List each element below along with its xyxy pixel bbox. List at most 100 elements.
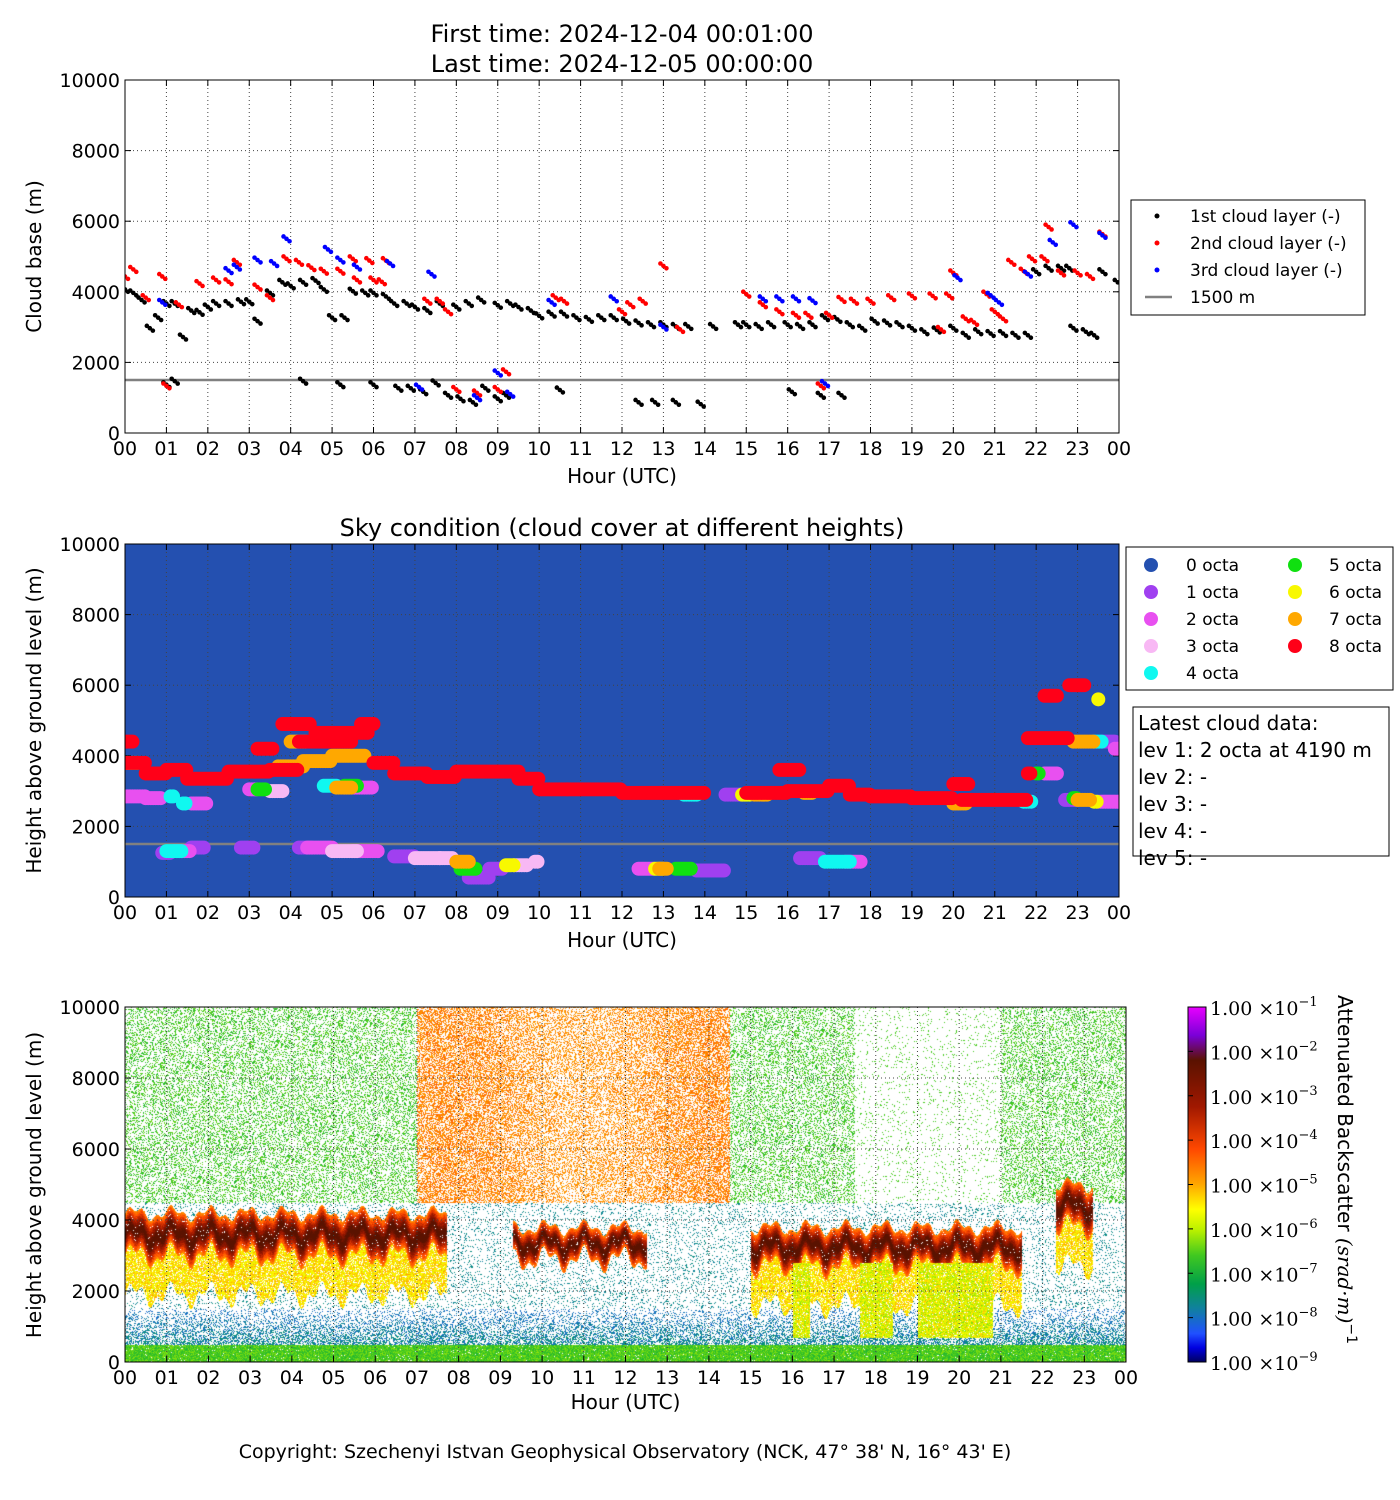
cloud-layer-1-point xyxy=(469,303,475,309)
octa-7-point xyxy=(344,780,359,795)
octa-7-point xyxy=(659,861,674,876)
cloud-layer-1-point xyxy=(1094,335,1100,340)
x-tick-label: 20 xyxy=(941,438,965,460)
octa-8-point xyxy=(1019,792,1034,807)
cloud-layer-2-point xyxy=(1012,262,1017,268)
octa-6-point xyxy=(1091,692,1106,707)
octa-8-point xyxy=(792,762,807,777)
cloud-layer-1-point xyxy=(1049,268,1054,273)
cloud-layer-3-point xyxy=(825,383,831,389)
cloud-layer-1-point xyxy=(842,395,847,401)
cloud-layer-3-point xyxy=(357,267,363,272)
sky-condition-title: Sky condition (cloud cover at different … xyxy=(340,514,905,542)
cloud-layer-2-point xyxy=(1049,227,1054,232)
x-tick-label: 04 xyxy=(279,438,303,460)
cloud-layer-1-point xyxy=(303,282,309,288)
x-tick-label: 02 xyxy=(196,438,220,460)
x-axis-label: Hour (UTC) xyxy=(567,464,677,488)
x-tick-label: 03 xyxy=(237,902,261,924)
octa-2-point xyxy=(199,796,214,811)
cloud-layer-1-point xyxy=(701,404,706,409)
x-tick-label: 02 xyxy=(196,902,220,924)
x-tick-label: 00 xyxy=(1107,438,1131,460)
legend-label-reference: 1500 m xyxy=(1190,288,1255,308)
octa-4-point xyxy=(178,796,193,811)
cloud-layer-1-point xyxy=(639,323,644,328)
legend-marker-octa-2 xyxy=(1144,612,1158,626)
cloud-layer-1-point xyxy=(150,328,156,333)
x-tick-label: 18 xyxy=(858,902,882,924)
cloud-layer-3-point xyxy=(1053,242,1059,248)
x-tick-label: 10 xyxy=(527,902,551,924)
x-tick-label: 07 xyxy=(403,438,427,460)
cloud-layer-3-point xyxy=(780,298,785,304)
legend-marker-octa-0 xyxy=(1144,558,1158,572)
octa-8-point xyxy=(1049,688,1064,703)
cloud-layer-2-point xyxy=(457,389,462,395)
cloud-layer-2-point xyxy=(167,386,172,391)
legend-marker-octa-4 xyxy=(1144,666,1158,680)
cloud-base-plot: 00 01 02 03 04 05 06 07 08 09 10 11 12 13 14 15 16 17 18 19… xyxy=(22,70,1366,488)
y-tick-label: 0 xyxy=(108,423,120,445)
last-time-title: Last time: 2024-12-05 00:00:00 xyxy=(431,50,813,78)
cloud-layer-1-point xyxy=(792,391,798,397)
x-tick-label: 15 xyxy=(734,902,758,924)
cloud-layer-1-point xyxy=(1074,328,1079,333)
cloud-layer-1-point xyxy=(759,326,764,332)
cloud-layer-2-point xyxy=(933,295,938,301)
info-line: lev 3: - xyxy=(1138,792,1207,816)
cloud-layer-1-point xyxy=(399,388,404,393)
y-axis-label: Height above ground level (m) xyxy=(22,567,46,873)
x-tick-label: 05 xyxy=(320,438,344,460)
y-tick-label: 4000 xyxy=(72,746,120,768)
data-points xyxy=(125,220,1119,409)
x-tick-label: 06 xyxy=(361,438,385,460)
x-tick-label: 03 xyxy=(237,438,261,460)
cloud-layer-2-point xyxy=(643,301,649,306)
octa-8-point xyxy=(386,755,401,770)
cloud-layer-1-point xyxy=(978,331,984,337)
x-tick-label: 13 xyxy=(651,902,675,924)
cloud-layer-1-point xyxy=(374,384,379,390)
cloud-layer-2-point xyxy=(370,260,375,266)
cloud-layer-1-point xyxy=(423,391,429,397)
x-tick-label: 07 xyxy=(403,902,427,924)
latest-cloud-data-box: Latest cloud data: lev 1: 2 octa at 4190 … xyxy=(1132,706,1390,870)
cloud-layer-2-point xyxy=(842,299,847,305)
cloud-layer-2-point xyxy=(440,301,446,306)
cloud-layer-2-point xyxy=(1045,258,1050,264)
cloud-layer-2-point xyxy=(353,258,359,264)
cloud-base-legend: 1st cloud layer (-) 2nd cloud layer (-) 3r… xyxy=(1130,199,1366,316)
cloud-layer-3-point xyxy=(274,263,280,269)
cloud-layer-1-point xyxy=(564,314,570,319)
x-tick-label: 14 xyxy=(693,902,717,924)
legend-label-octa-7: 7 octa xyxy=(1329,610,1382,630)
cloud-layer-3-point xyxy=(796,298,802,304)
cloud-layer-2-point xyxy=(630,304,636,310)
cloud-layer-1-point xyxy=(639,402,644,408)
cloud-layer-2-point xyxy=(498,389,504,395)
octa-2-point xyxy=(364,780,379,795)
octa-8-point xyxy=(137,755,152,770)
cloud-layer-1-point xyxy=(821,395,827,401)
cloud-layer-2-point xyxy=(179,304,185,310)
cloud-layer-2-point xyxy=(133,269,139,275)
cloud-layer-1-point xyxy=(651,324,657,330)
octa-8-point xyxy=(290,762,305,777)
cloud-layer-2-point xyxy=(287,258,292,264)
cloud-layer-1-point xyxy=(1115,280,1119,285)
cloud-layer-1-point xyxy=(175,381,180,386)
cloud-layer-1-point xyxy=(249,301,255,307)
cloud-layer-1-point xyxy=(862,328,868,333)
cloud-layer-1-point xyxy=(676,402,682,408)
x-tick-label: 00 xyxy=(113,902,137,924)
cloud-layer-1-point xyxy=(552,314,557,319)
y-tick-label: 10000 xyxy=(60,70,120,92)
cloud-layer-3-point xyxy=(1103,235,1108,241)
y-tick-label: 6000 xyxy=(72,211,120,233)
cloud-layer-3-point xyxy=(477,397,483,403)
y-tick-label: 2000 xyxy=(72,816,120,838)
cloud-layer-3-point xyxy=(341,260,346,265)
cloud-layer-2-point xyxy=(796,315,802,321)
cloud-layer-1-point xyxy=(158,317,164,323)
